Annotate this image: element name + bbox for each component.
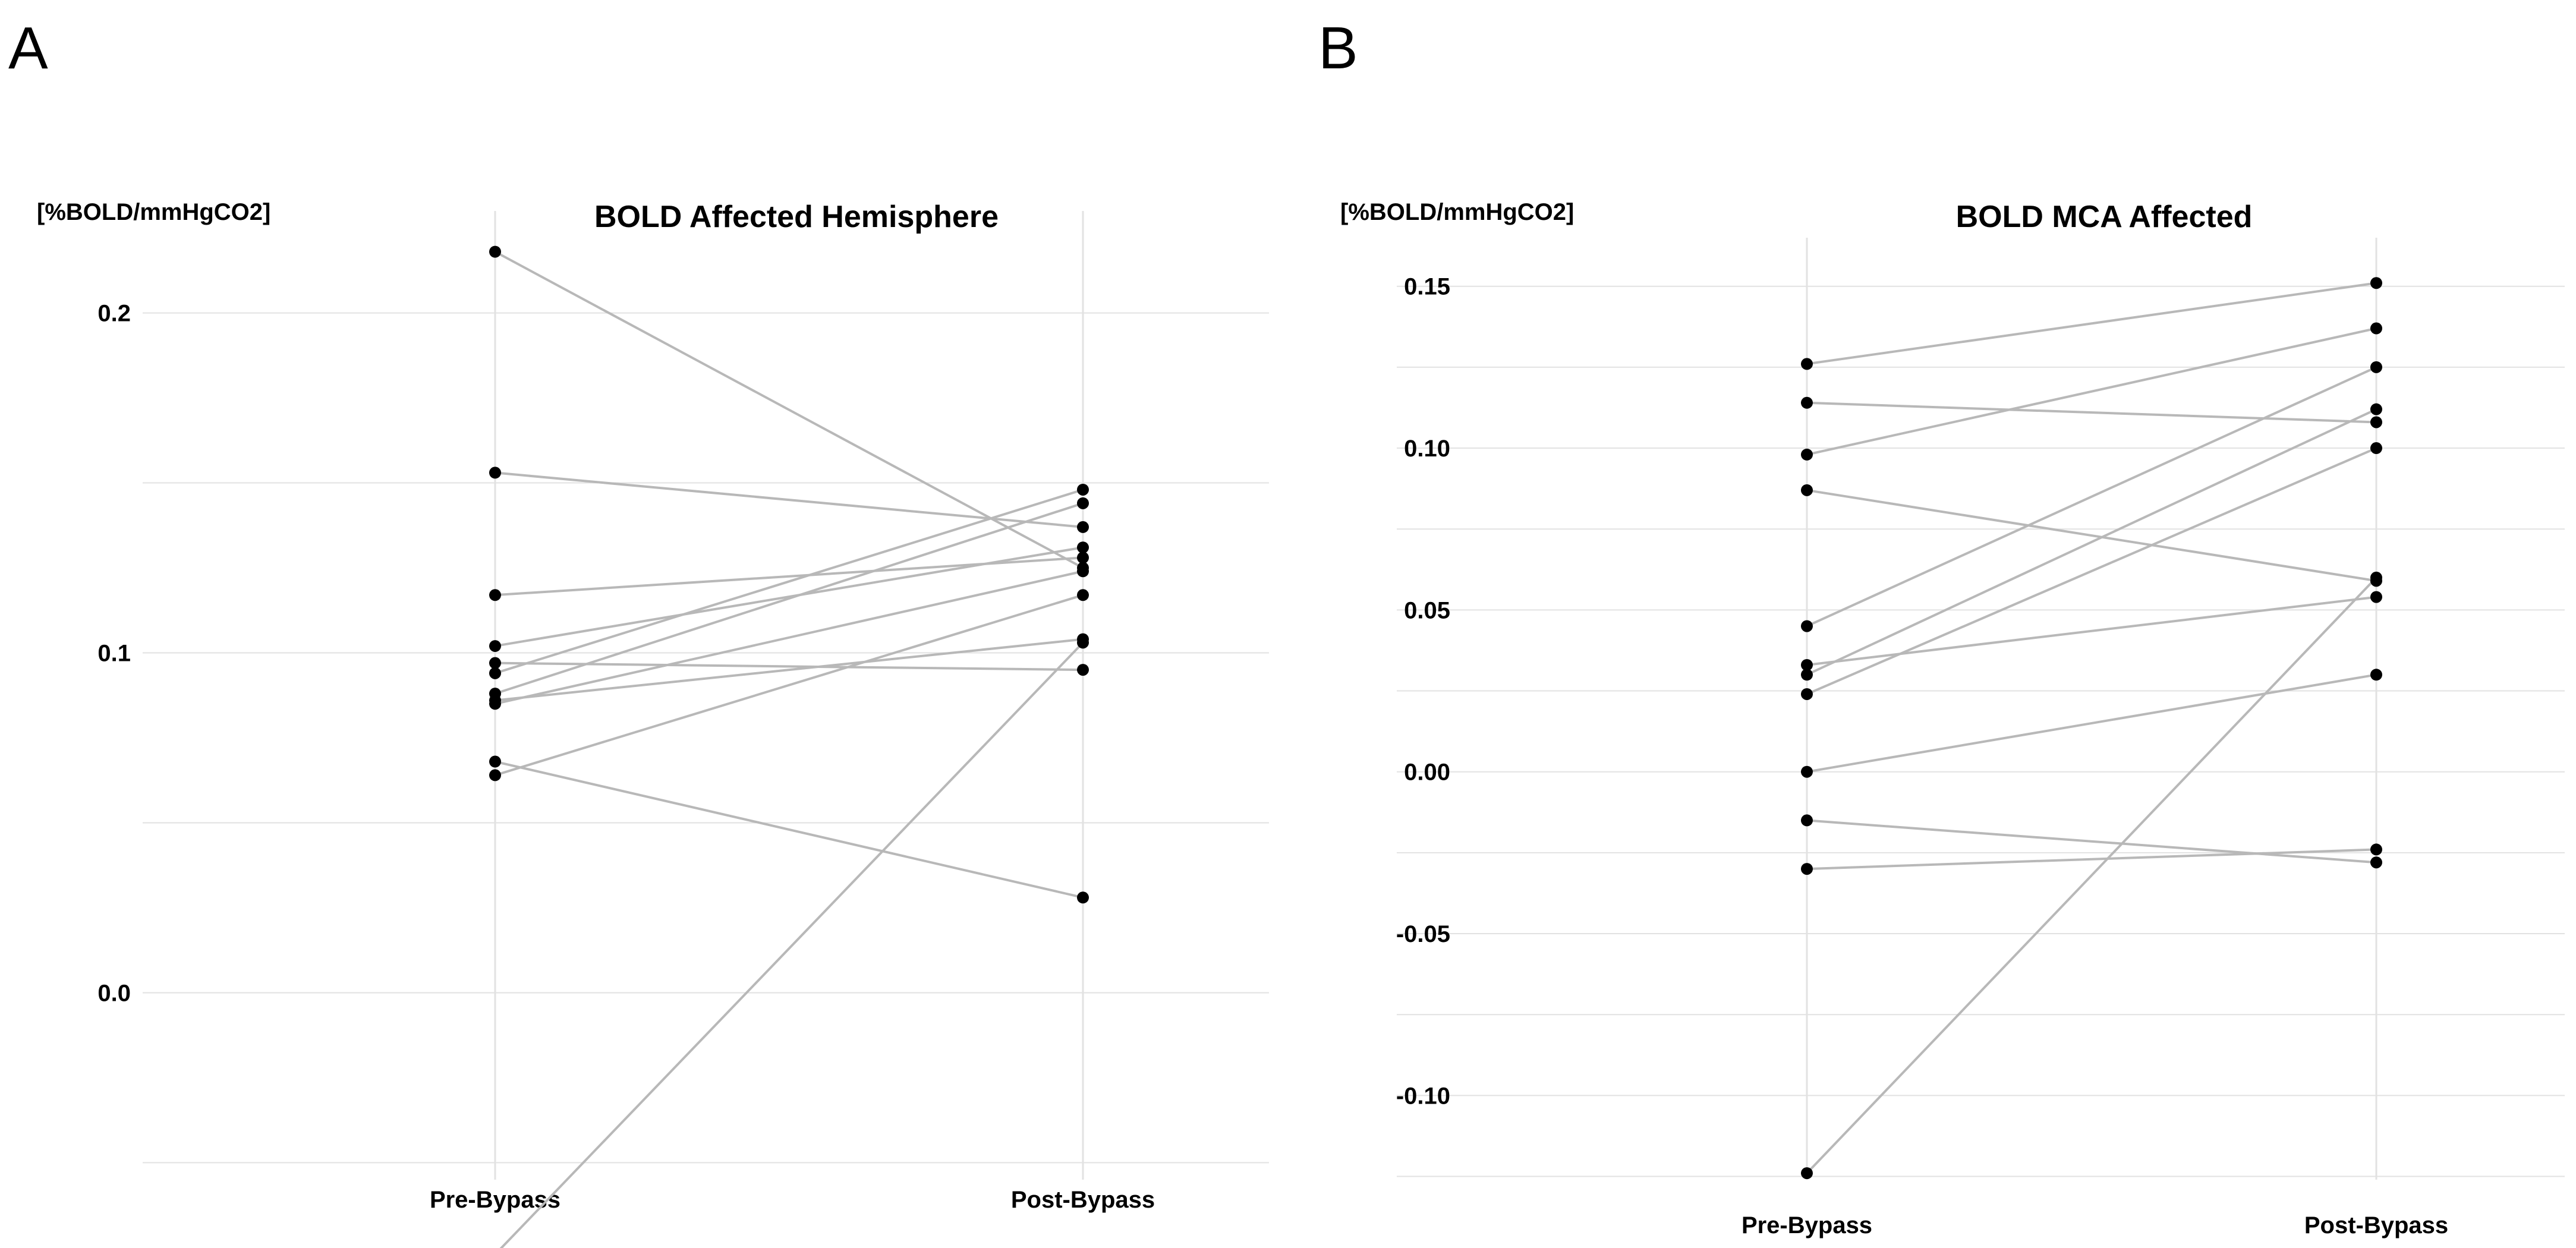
panel-b-point-10-post — [2370, 856, 2382, 869]
panel-b-pair-line-1 — [1806, 282, 2377, 365]
panel-b-point-3-post — [2370, 322, 2382, 335]
panel-a-y-tick-label-1: 0.0 — [97, 980, 131, 1006]
panel-a-pair-line-10 — [495, 760, 1084, 899]
panel-a-point-3-post — [1077, 551, 1089, 564]
panel-b-pair-line-12 — [1806, 576, 2377, 1174]
panel-b-pair-line-8 — [1806, 447, 2377, 695]
panel-a-point-10-pre — [489, 755, 501, 768]
panel-a-x-label-post: Post-Bypass — [1011, 1187, 1155, 1213]
panel-a-point-11-pre — [489, 769, 501, 781]
panel-a-chart: A BOLD Affected Hemisphere [%BOLD/mmHgCO… — [8, 15, 1269, 1248]
panel-a-label: A — [8, 15, 48, 81]
panel-a-point-4-post — [1077, 541, 1089, 554]
panel-a-x-label-pre: Pre-Bypass — [430, 1187, 560, 1213]
panel-a-point-1-pre — [489, 245, 501, 258]
panel-a-pair-line-5 — [495, 661, 1084, 672]
panel-b-point-11-pre — [1801, 863, 1813, 875]
panel-b-x-label-post: Post-Bypass — [2304, 1212, 2448, 1238]
panel-a-y-axis-label: [%BOLD/mmHgCO2] — [37, 199, 270, 225]
panel-b-pair-line-10 — [1806, 819, 2377, 864]
panel-a-point-11-post — [1077, 589, 1089, 601]
panel-a-pair-line-8 — [495, 638, 1084, 702]
panel-b-point-5-post — [2370, 361, 2382, 373]
panel-b-y-tick-label-1: -0.10 — [1396, 1083, 1450, 1109]
panel-b-y-axis-label: [%BOLD/mmHgCO2] — [1340, 199, 1574, 225]
panel-b-point-2-pre — [1801, 396, 1813, 409]
panel-b-point-5-pre — [1801, 620, 1813, 632]
panel-b-point-11-post — [2370, 843, 2382, 856]
panel-b-y-tick-label-2: -0.05 — [1396, 921, 1450, 947]
panel-b-pair-line-3 — [1806, 327, 2377, 456]
panel-b-x-label-pre: Pre-Bypass — [1742, 1212, 1872, 1238]
panel-b-point-1-pre — [1801, 358, 1813, 370]
panel-a-pair-line-6 — [495, 489, 1084, 675]
panel-b-point-7-pre — [1801, 669, 1813, 681]
panel-b-point-6-pre — [1801, 658, 1813, 671]
panel-b-point-12-pre — [1801, 1167, 1813, 1180]
panel-b-point-10-pre — [1801, 814, 1813, 827]
panel-b-pair-line-9 — [1806, 673, 2377, 773]
panel-a-pair-line-9 — [495, 570, 1084, 705]
panel-a-point-2-post — [1077, 521, 1089, 533]
panel-a-pair-line-11 — [495, 594, 1084, 777]
panel-a-pair-line-12 — [499, 641, 1084, 1248]
panel-b-pair-line-7 — [1806, 408, 2377, 676]
panel-b-y-tick-label-6: 0.15 — [1404, 274, 1450, 300]
panel-b-point-1-post — [2370, 277, 2382, 289]
panel-a-pair-line-4 — [495, 546, 1084, 648]
panel-b-label: B — [1318, 15, 1358, 81]
panel-b-pair-line-4 — [1806, 489, 2377, 582]
panel-a-pair-line-1 — [495, 250, 1084, 569]
panel-a-point-7-post — [1077, 497, 1089, 509]
panel-b-pair-line-5 — [1806, 366, 2377, 628]
panel-b-pair-line-2 — [1806, 401, 2377, 424]
panel-a-point-12-post — [1077, 636, 1089, 649]
panel-b-point-4-pre — [1801, 484, 1813, 496]
panel-b-point-9-pre — [1801, 765, 1813, 778]
panel-a-point-10-post — [1077, 891, 1089, 904]
panel-b-point-3-pre — [1801, 448, 1813, 461]
panel-a-pair-line-7 — [495, 502, 1084, 695]
panel-b-y-tick-label-4: 0.05 — [1404, 597, 1450, 623]
panel-b-point-8-post — [2370, 442, 2382, 455]
panel-b-y-tick-label-5: 0.10 — [1404, 436, 1450, 462]
panel-a-point-9-pre — [489, 698, 501, 710]
panel-a-point-3-pre — [489, 589, 501, 601]
panel-b-point-7-post — [2370, 403, 2382, 415]
panel-b-point-12-post — [2370, 571, 2382, 584]
panel-a-title: BOLD Affected Hemisphere — [594, 200, 999, 234]
panel-b-point-2-post — [2370, 416, 2382, 428]
panel-a-pair-line-2 — [495, 471, 1084, 528]
panel-a-point-9-post — [1077, 565, 1089, 578]
panel-a-point-4-pre — [489, 640, 501, 653]
panel-b-point-8-pre — [1801, 688, 1813, 700]
panel-a-point-2-pre — [489, 467, 501, 479]
panel-a-point-5-pre — [489, 657, 501, 669]
panel-a-point-6-post — [1077, 483, 1089, 496]
panel-b-point-9-post — [2370, 669, 2382, 681]
panel-a-point-5-post — [1077, 664, 1089, 676]
panel-b-point-6-post — [2370, 591, 2382, 603]
panel-a-point-6-pre — [489, 667, 501, 679]
panel-b-chart: B BOLD MCA Affected [%BOLD/mmHgCO2] Pre-… — [1318, 15, 2565, 1238]
panel-b-title: BOLD MCA Affected — [1956, 200, 2253, 234]
panel-a-y-tick-label-2: 0.1 — [97, 641, 131, 667]
panel-b-pair-line-11 — [1806, 848, 2377, 871]
panel-b-y-tick-label-3: 0.00 — [1404, 759, 1450, 786]
panel-b-pair-line-6 — [1806, 595, 2377, 666]
panel-a-y-tick-label-3: 0.2 — [97, 301, 131, 327]
